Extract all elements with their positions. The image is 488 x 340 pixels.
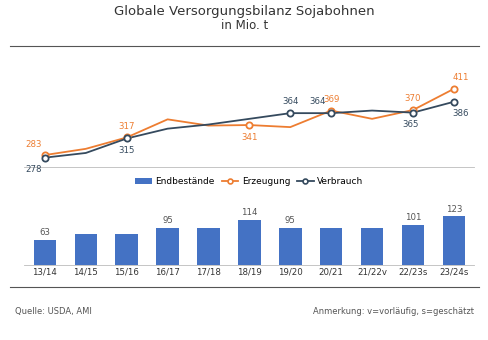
Text: 317: 317	[118, 121, 135, 131]
Text: 341: 341	[241, 133, 257, 142]
Text: Quelle: USDA, AMI: Quelle: USDA, AMI	[15, 307, 91, 316]
Text: 365: 365	[401, 120, 418, 129]
Text: 114: 114	[241, 208, 257, 217]
Bar	[319, 227, 342, 265]
Text: 386: 386	[452, 109, 468, 118]
Bar	[34, 240, 56, 265]
Bar	[442, 217, 464, 265]
Text: 370: 370	[404, 94, 420, 103]
Text: Anmerkung: v=vorläufig, s=geschätzt: Anmerkung: v=vorläufig, s=geschätzt	[313, 307, 473, 316]
Bar	[115, 234, 138, 265]
Bar	[156, 227, 179, 265]
Text: 364: 364	[308, 97, 325, 106]
Bar	[197, 227, 219, 265]
Bar	[401, 225, 424, 265]
Text: 101: 101	[404, 214, 420, 222]
Bar	[238, 220, 260, 265]
Text: 123: 123	[445, 205, 461, 214]
Text: 278: 278	[25, 165, 42, 174]
Text: in Mio. t: in Mio. t	[221, 19, 267, 32]
Text: 283: 283	[25, 140, 42, 150]
Bar	[74, 234, 97, 265]
Text: 95: 95	[162, 216, 173, 225]
Bar	[360, 228, 383, 265]
Text: 369: 369	[323, 95, 339, 104]
Text: 63: 63	[40, 228, 50, 237]
Bar	[279, 227, 301, 265]
Text: Globale Versorgungsbilanz Sojabohnen: Globale Versorgungsbilanz Sojabohnen	[114, 5, 374, 18]
Text: 364: 364	[282, 97, 298, 106]
Text: 411: 411	[452, 73, 468, 82]
Legend: Endbestände, Erzeugung, Verbrauch: Endbestände, Erzeugung, Verbrauch	[131, 173, 366, 190]
Text: 95: 95	[285, 216, 295, 225]
Text: 315: 315	[118, 146, 135, 155]
